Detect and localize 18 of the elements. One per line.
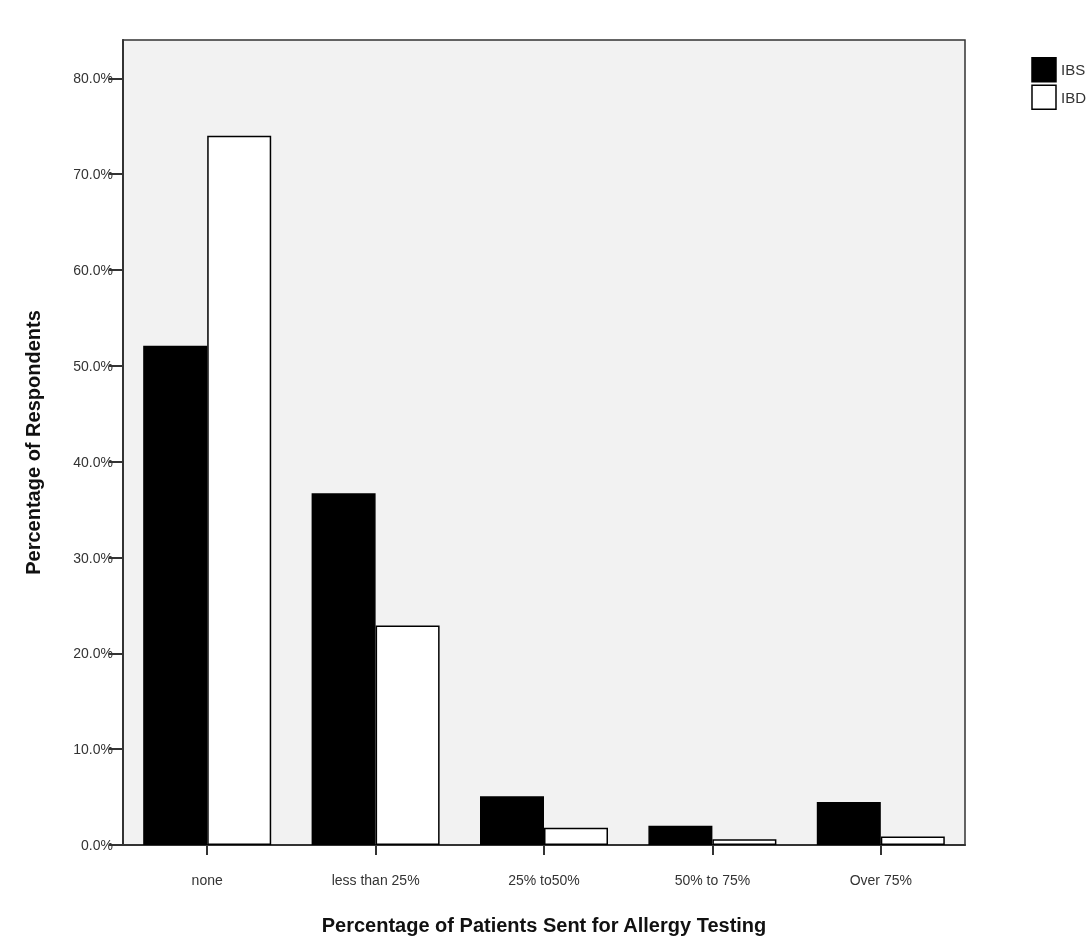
y-tick-label: 10.0% [73, 741, 113, 758]
y-tick-label: 50.0% [73, 357, 113, 374]
y-tick-label: 30.0% [73, 549, 113, 566]
y-tick-label: 40.0% [73, 453, 113, 470]
y-tick-label: 60.0% [73, 262, 113, 278]
x-tick-label: 50% to 75% [674, 872, 751, 888]
x-tick-label: less than 25% [331, 872, 420, 888]
y-tick-label: 70.0% [73, 166, 113, 183]
y-axis-title: Percentage of Respondents [22, 310, 44, 575]
y-tick-label: 0.0% [81, 837, 113, 853]
x-tick-label: 25% to50% [508, 872, 580, 888]
x-tick-label: none [191, 872, 223, 888]
x-tick-label: Over 75% [849, 872, 912, 888]
y-tick-label: 20.0% [73, 645, 113, 662]
x-axis-title: Percentage of Patients Sent for Allergy Testing [321, 914, 767, 936]
legend-label: IBS [1061, 61, 1086, 79]
y-tick-label: 80.0% [73, 70, 113, 87]
legend-label: IBD [1061, 88, 1087, 106]
